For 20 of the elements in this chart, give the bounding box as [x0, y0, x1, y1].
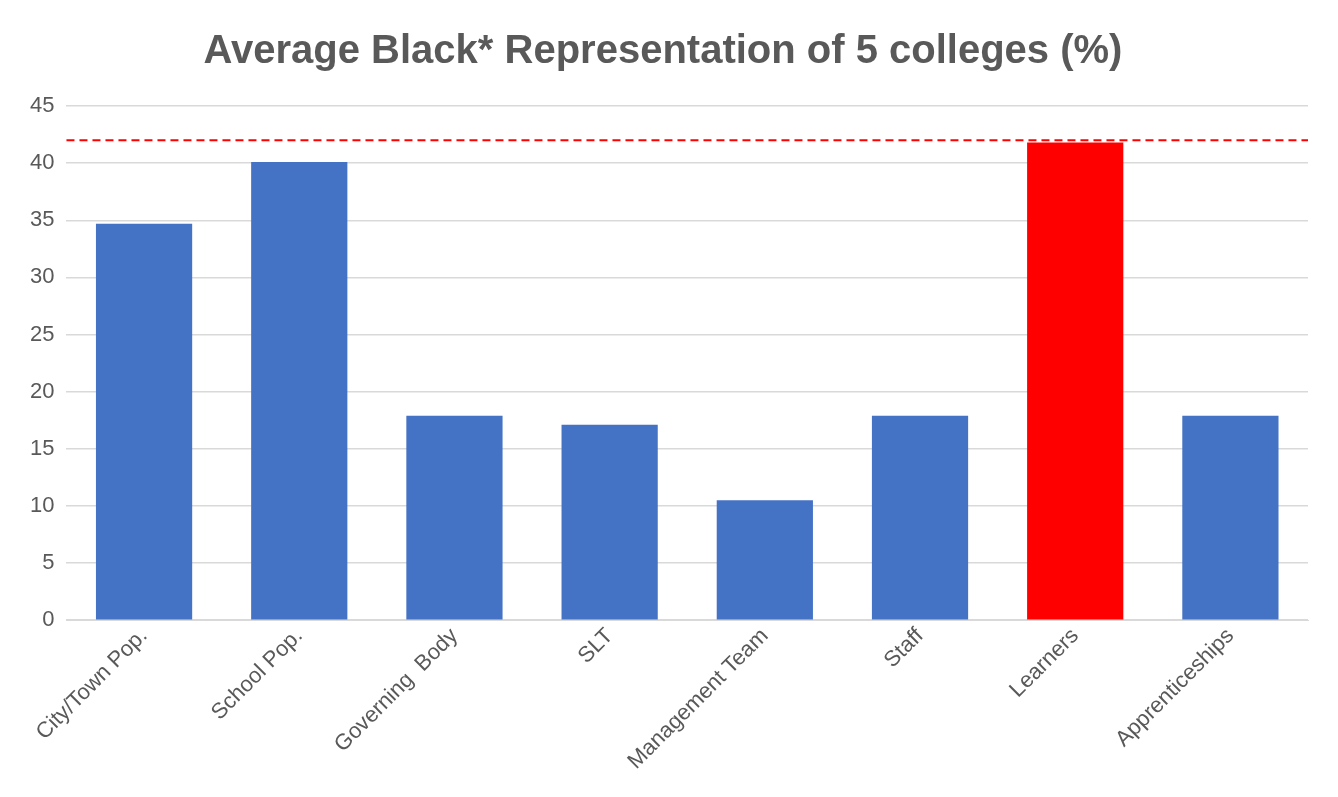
y-tick-label: 35 — [29, 206, 55, 232]
y-tick-label: 45 — [29, 92, 55, 118]
bar — [716, 500, 813, 620]
y-tick-label: 15 — [29, 434, 55, 460]
y-tick-label: 40 — [29, 149, 55, 175]
bar — [95, 223, 193, 620]
bar — [1027, 142, 1124, 620]
y-tick-label: 0 — [42, 606, 55, 632]
y-tick-label: 5 — [42, 549, 55, 575]
y-tick-label: 20 — [29, 377, 55, 403]
y-tick-label: 10 — [29, 491, 55, 517]
y-tick-label: 30 — [29, 263, 55, 289]
y-tick-label: 25 — [29, 320, 55, 346]
bar — [251, 161, 348, 620]
chart-title: Average Black* Representation of 5 colleges (%) — [203, 27, 1123, 72]
x-tick-label: SLT — [572, 622, 618, 668]
bar — [561, 424, 658, 620]
bar — [1182, 415, 1279, 620]
bar — [871, 415, 969, 620]
bar — [406, 415, 503, 620]
